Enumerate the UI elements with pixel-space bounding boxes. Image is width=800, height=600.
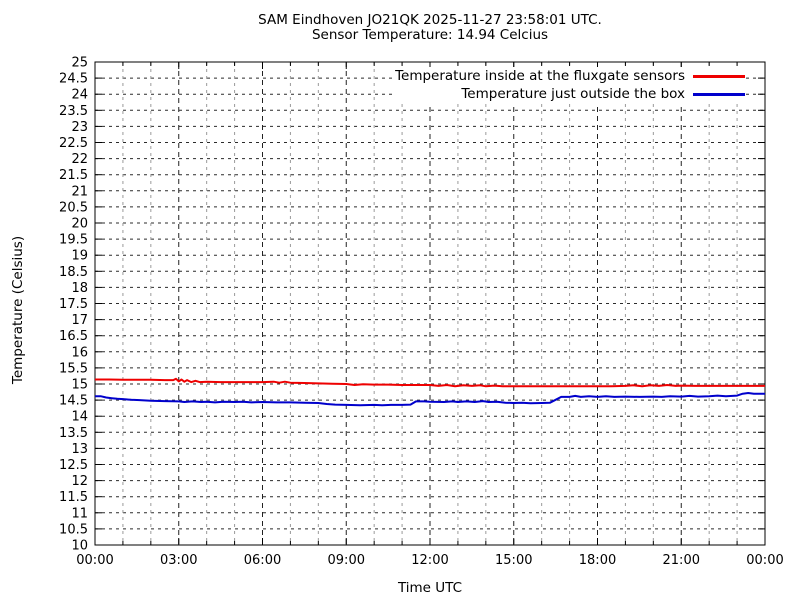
plot-border xyxy=(94,61,766,546)
y-tick-label: 22.5 xyxy=(59,136,88,151)
y-tick-label: 11.5 xyxy=(59,490,88,505)
legend-item-outside-box: Temperature just outside the box xyxy=(395,85,745,103)
chart-title: SAM Eindhoven JO21QK 2025-11-27 23:58:01… xyxy=(258,12,602,28)
y-tick-label: 12 xyxy=(71,474,88,489)
chart-subtitle: Sensor Temperature: 14.94 Celcius xyxy=(311,27,549,43)
legend: Temperature inside at the fluxgate senso… xyxy=(395,67,745,103)
legend-line-sample-red xyxy=(693,74,745,78)
y-tick-label: 13.5 xyxy=(59,426,88,441)
y-tick-label: 10 xyxy=(71,539,88,554)
y-tick-label: 22 xyxy=(71,152,88,167)
y-tick-label: 14.5 xyxy=(59,394,88,409)
x-tick-label: 00:00 xyxy=(746,553,783,568)
y-tick-label: 15.5 xyxy=(59,361,88,376)
y-tick-label: 21 xyxy=(71,184,88,199)
y-tick-label: 25 xyxy=(71,56,88,71)
y-tick-label: 23 xyxy=(71,120,88,135)
y-tick-label: 10.5 xyxy=(59,522,88,537)
legend-item-inside-sensors: Temperature inside at the fluxgate senso… xyxy=(395,67,745,85)
x-axis-label: Time UTC xyxy=(397,580,463,596)
y-tick-label: 23.5 xyxy=(59,104,88,119)
y-tick-label: 21.5 xyxy=(59,168,88,183)
y-tick-label: 20 xyxy=(71,217,88,232)
series-line-0 xyxy=(95,377,765,388)
y-tick-label: 18 xyxy=(71,281,88,296)
legend-label-inside-sensors: Temperature inside at the fluxgate senso… xyxy=(395,68,685,84)
y-tick-label: 19 xyxy=(71,249,88,264)
legend-label-outside-box: Temperature just outside the box xyxy=(461,86,685,102)
y-tick-label: 12.5 xyxy=(59,458,88,473)
x-tick-label: 09:00 xyxy=(328,553,365,568)
y-tick-label: 20.5 xyxy=(59,200,88,215)
y-tick-label: 17.5 xyxy=(59,297,88,312)
y-tick-label: 13 xyxy=(71,442,88,457)
y-tick-label: 19.5 xyxy=(59,233,88,248)
series-line-1 xyxy=(95,392,765,407)
y-tick-label: 18.5 xyxy=(59,265,88,280)
y-tick-label: 14 xyxy=(71,410,88,425)
y-tick-label: 24 xyxy=(71,88,88,103)
y-tick-label: 15 xyxy=(71,378,88,393)
x-tick-label: 00:00 xyxy=(76,553,113,568)
x-tick-label: 21:00 xyxy=(663,553,700,568)
x-tick-label: 03:00 xyxy=(160,553,197,568)
y-tick-label: 17 xyxy=(71,313,88,328)
x-tick-label: 18:00 xyxy=(579,553,616,568)
x-tick-label: 06:00 xyxy=(244,553,281,568)
y-tick-label: 24.5 xyxy=(59,72,88,87)
y-tick-label: 16.5 xyxy=(59,329,88,344)
x-tick-label: 12:00 xyxy=(411,553,448,568)
legend-line-sample-blue xyxy=(693,92,745,96)
y-tick-label: 11 xyxy=(71,506,88,521)
y-tick-label: 16 xyxy=(71,345,88,360)
x-tick-label: 15:00 xyxy=(495,553,532,568)
